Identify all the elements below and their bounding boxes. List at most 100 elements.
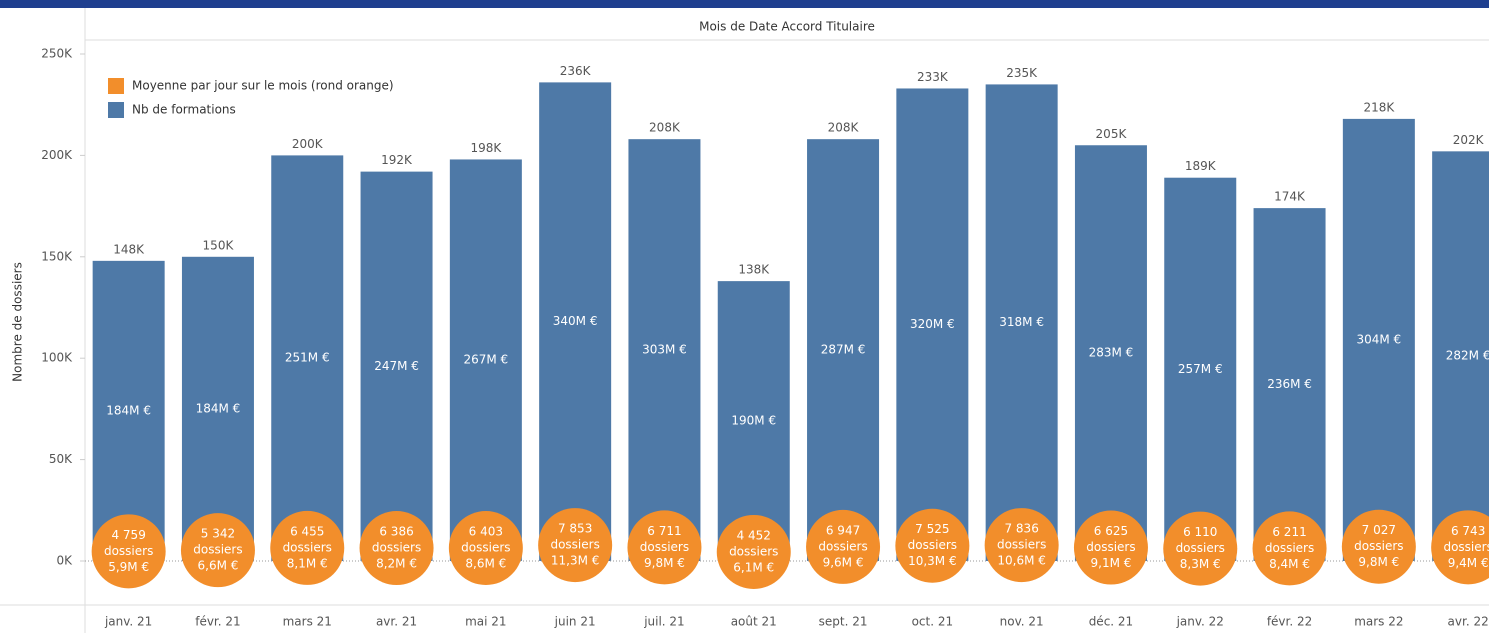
dot-amount-label: 10,6M € [997, 554, 1046, 568]
x-tick-label: févr. 21 [195, 615, 240, 629]
dot-value-label: 6 455 [290, 524, 324, 538]
bar-value-label: 208K [649, 121, 681, 135]
orange-dot [180, 513, 255, 588]
orange-dot [270, 510, 345, 585]
orange-dot [716, 514, 791, 589]
bar [92, 260, 165, 561]
x-tick-label: juil. 21 [643, 615, 685, 629]
bar-value-label: 200K [292, 137, 324, 151]
dot-unit-label: dossiers [729, 544, 778, 558]
x-tick-label: mars 21 [283, 615, 332, 629]
bar-value-label: 233K [917, 70, 949, 84]
amount-label: 184M € [106, 403, 151, 417]
legend-swatch [108, 102, 124, 118]
dot-unit-label: dossiers [104, 544, 153, 558]
x-tick-label: mars 22 [1354, 615, 1403, 629]
dot-amount-label: 6,1M € [733, 560, 774, 574]
bar-value-label: 218K [1363, 100, 1395, 114]
x-tick-label: avr. 21 [376, 615, 417, 629]
y-tick-label: 0K [56, 553, 73, 567]
dot-unit-label: dossiers [1176, 541, 1225, 555]
bar-value-label: 189K [1185, 159, 1217, 173]
x-tick-label: sept. 21 [819, 615, 868, 629]
dot-value-label: 7 853 [558, 522, 592, 536]
orange-dot [895, 508, 970, 583]
amount-label: 267M € [463, 353, 508, 367]
y-axis-label: Nombre de dossiers [11, 262, 25, 382]
bar [807, 139, 880, 561]
dot-amount-label: 5,9M € [108, 560, 149, 574]
x-tick-label: janv. 21 [104, 615, 152, 629]
amount-label: 318M € [999, 315, 1044, 329]
orange-dot [627, 510, 702, 585]
dot-value-label: 6 386 [379, 525, 413, 539]
bar-value-label: 235K [1006, 66, 1038, 80]
x-tick-label: oct. 21 [912, 615, 954, 629]
amount-label: 282M € [1446, 349, 1489, 363]
orange-dot [1073, 510, 1148, 585]
dot-unit-label: dossiers [640, 540, 689, 554]
dot-amount-label: 9,8M € [644, 556, 685, 570]
y-tick-label: 250K [41, 46, 73, 60]
x-tick-label: mai 21 [465, 615, 506, 629]
amount-label: 247M € [374, 359, 419, 373]
dot-value-label: 6 711 [647, 524, 681, 538]
bar-value-label: 174K [1274, 190, 1306, 204]
dot-value-label: 7 836 [1004, 522, 1038, 536]
amount-label: 190M € [731, 414, 776, 428]
amount-label: 287M € [821, 343, 866, 357]
top-band [0, 0, 1489, 8]
bar-value-label: 192K [381, 153, 413, 167]
bar [360, 171, 433, 561]
dot-amount-label: 9,6M € [823, 555, 864, 569]
dot-unit-label: dossiers [283, 540, 332, 554]
x-tick-label: juin 21 [554, 615, 596, 629]
bar [896, 88, 969, 561]
dot-amount-label: 8,2M € [376, 557, 417, 571]
dot-value-label: 6 403 [469, 525, 503, 539]
x-tick-label: déc. 21 [1089, 615, 1134, 629]
x-tick-label: janv. 22 [1176, 615, 1224, 629]
bar-value-label: 202K [1453, 133, 1485, 147]
dot-unit-label: dossiers [461, 541, 510, 555]
bar [1432, 151, 1489, 561]
orange-dot [1431, 510, 1489, 585]
dot-value-label: 6 947 [826, 523, 860, 537]
dot-amount-label: 8,1M € [287, 556, 328, 570]
bar [1253, 208, 1326, 561]
orange-dot [806, 509, 881, 584]
y-tick-label: 200K [41, 148, 73, 162]
bar-value-label: 205K [1096, 127, 1128, 141]
bar [271, 155, 344, 561]
dot-value-label: 6 110 [1183, 525, 1217, 539]
dot-amount-label: 9,4M € [1448, 556, 1489, 570]
amount-label: 257M € [1178, 362, 1223, 376]
bar-value-label: 236K [560, 64, 592, 78]
y-tick-label: 150K [41, 249, 73, 263]
dot-value-label: 5 342 [201, 527, 235, 541]
dot-unit-label: dossiers [550, 538, 599, 552]
amount-label: 320M € [910, 317, 955, 331]
x-tick-label: août 21 [731, 615, 777, 629]
bar [628, 139, 701, 561]
chart-title: Mois de Date Accord Titulaire [699, 20, 875, 34]
amount-label: 184M € [196, 401, 241, 415]
bar-value-label: 208K [828, 121, 860, 135]
bar [1164, 177, 1237, 561]
orange-dot [91, 514, 166, 589]
bar-value-label: 138K [738, 263, 770, 277]
bar [985, 84, 1058, 561]
dot-amount-label: 11,3M € [551, 554, 600, 568]
y-tick-label: 100K [41, 351, 73, 365]
dot-amount-label: 9,1M € [1091, 556, 1132, 570]
dot-value-label: 6 625 [1094, 524, 1128, 538]
amount-label: 304M € [1356, 332, 1401, 346]
dot-amount-label: 8,4M € [1269, 557, 1310, 571]
amount-label: 251M € [285, 351, 330, 365]
legend-label: Nb de formations [132, 103, 236, 117]
dot-unit-label: dossiers [193, 543, 242, 557]
dot-value-label: 6 211 [1272, 525, 1306, 539]
dot-unit-label: dossiers [1443, 540, 1489, 554]
bar [1074, 145, 1147, 561]
